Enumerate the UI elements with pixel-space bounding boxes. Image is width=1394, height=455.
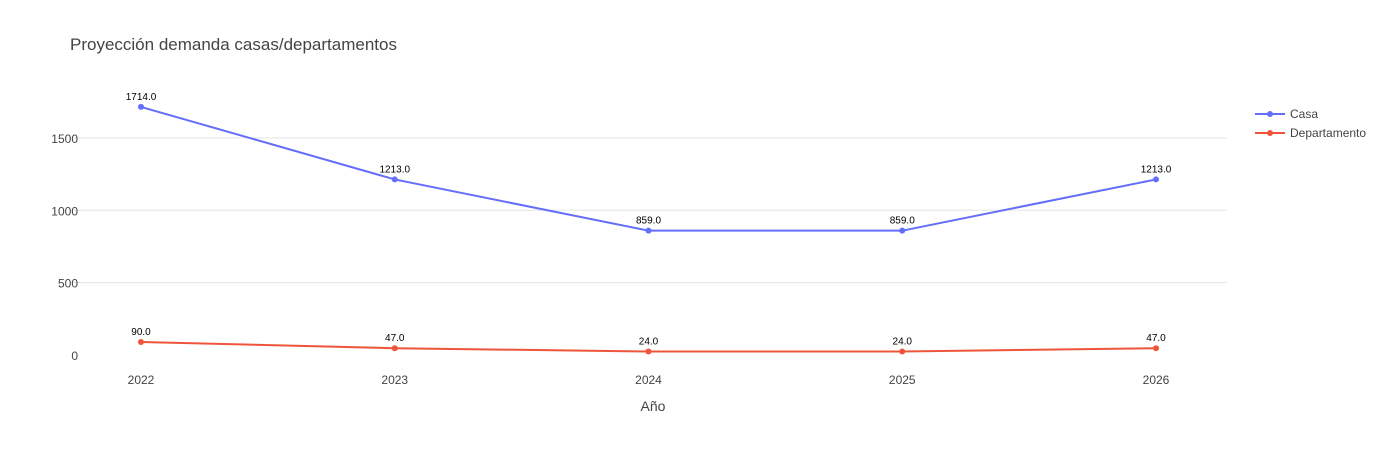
legend-swatch-marker [1267,111,1273,117]
data-label: 90.0 [131,327,151,338]
data-label: 859.0 [890,216,915,227]
data-point[interactable] [899,227,906,234]
legend-item-departamento[interactable]: Departamento [1255,126,1366,140]
y-tick-label: 0 [71,349,78,363]
y-axis-ticks: 0 500 1000 1500 [51,132,78,363]
data-point[interactable] [138,103,144,110]
legend-item-casa[interactable]: Casa [1255,107,1318,121]
legend-swatch-marker [1267,130,1273,136]
x-tick-label: 2023 [381,373,408,387]
data-label: 47.0 [385,333,405,344]
data-point[interactable] [1153,176,1159,183]
x-tick-label: 2025 [889,373,916,387]
data-label: 24.0 [639,337,659,348]
y-tick-label: 1500 [51,132,78,146]
data-label: 24.0 [893,337,913,348]
data-label: 859.0 [636,216,661,227]
data-label: 47.0 [1146,333,1166,344]
data-point[interactable] [645,348,652,355]
data-label: 1714.0 [126,92,157,103]
data-point[interactable] [645,227,652,234]
x-axis-title: Año [641,398,666,414]
x-tick-label: 2024 [635,373,662,387]
data-point[interactable] [899,348,906,355]
chart-title: Proyección demanda casas/departamentos [70,35,397,54]
y-tick-label: 500 [58,277,78,291]
x-tick-label: 2026 [1143,373,1170,387]
data-label: 1213.0 [379,164,410,175]
grid-lines [70,137,1227,284]
series-line [140,105,1157,232]
data-point[interactable] [1153,345,1159,352]
data-label: 1213.0 [1141,164,1172,175]
series-group: 1714.0 1213.0 859.0 859.0 1213.0 90.0 47.0 24.0… [126,92,1172,355]
series-departamento: 90.0 47.0 24.0 24.0 47.0 [131,327,1166,355]
data-point[interactable] [391,176,398,183]
y-tick-label: 1000 [51,204,78,218]
data-point[interactable] [138,338,144,345]
legend[interactable]: Casa Departamento [1255,107,1366,140]
x-axis-ticks: 2022 2023 2024 2025 2026 [128,373,1170,387]
legend-label: Casa [1290,107,1318,121]
series-casa: 1714.0 1213.0 859.0 859.0 1213.0 [126,92,1172,234]
data-point[interactable] [391,345,398,352]
x-tick-label: 2022 [128,373,155,387]
legend-label: Departamento [1290,126,1366,140]
